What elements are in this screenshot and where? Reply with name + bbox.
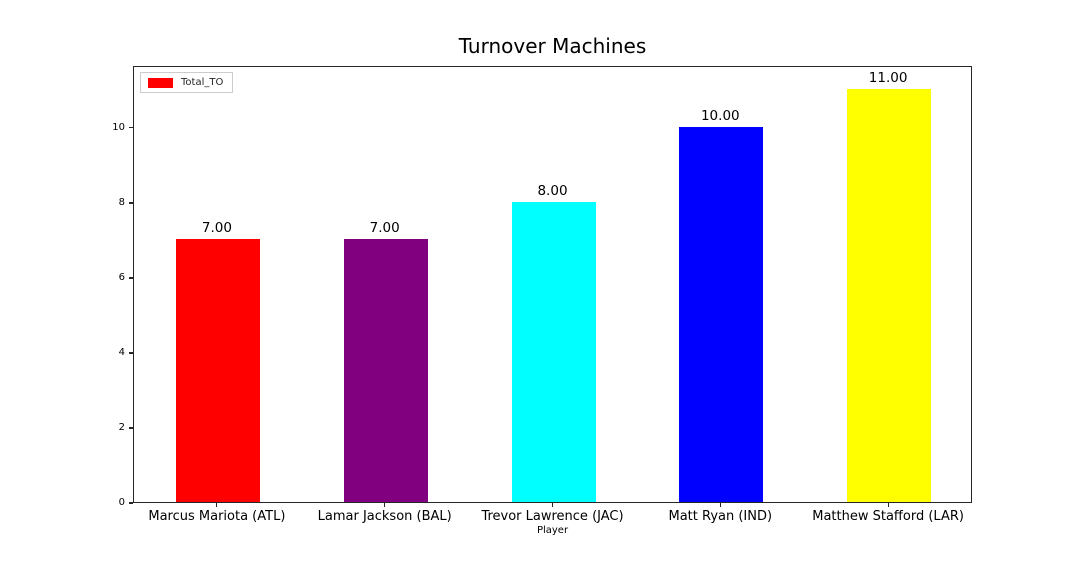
chart-title: Turnover Machines xyxy=(458,34,647,58)
x-category-label: Lamar Jackson (BAL) xyxy=(317,509,452,524)
legend: Total_TO xyxy=(140,72,234,93)
bar-1 xyxy=(175,239,260,502)
bar-2 xyxy=(343,239,428,502)
x-tick-mark xyxy=(551,503,554,507)
y-tick-mark xyxy=(129,502,133,504)
bar-5 xyxy=(847,89,932,502)
bar-value-label: 8.00 xyxy=(537,182,568,199)
y-tick-mark xyxy=(129,127,133,129)
bar-value-label: 7.00 xyxy=(201,220,232,237)
legend-series-label: Total_TO xyxy=(181,77,224,88)
x-category-label: Marcus Mariota (ATL) xyxy=(148,509,286,524)
y-tick-label: 0 xyxy=(118,497,125,508)
x-tick-mark xyxy=(216,503,218,507)
y-tick-mark xyxy=(129,277,133,279)
bar-value-label: 7.00 xyxy=(369,220,400,237)
x-tick-mark xyxy=(384,503,386,507)
bar-3 xyxy=(511,201,596,502)
x-tick-mark xyxy=(719,503,721,507)
y-tick-mark xyxy=(129,352,133,354)
x-category-label: Trevor Lawrence (JAC) xyxy=(481,509,624,524)
bar-value-label: 11.00 xyxy=(868,70,908,87)
bar-value-label: 10.00 xyxy=(700,107,740,124)
legend-color-swatch xyxy=(148,77,173,88)
x-category-label: Matthew Stafford (LAR) xyxy=(812,509,964,524)
y-tick-label: 4 xyxy=(118,346,125,358)
y-tick-label: 2 xyxy=(118,421,125,433)
y-tick-mark xyxy=(129,202,133,204)
plot-area xyxy=(133,66,972,503)
y-tick-label: 8 xyxy=(118,196,125,208)
y-tick-label: 6 xyxy=(118,271,125,283)
x-category-label: Matt Ryan (IND) xyxy=(668,509,773,524)
y-tick-label: 10 xyxy=(112,121,125,133)
x-tick-mark xyxy=(887,503,889,507)
y-tick-mark xyxy=(129,427,133,429)
bar-4 xyxy=(679,126,764,502)
x-axis-title: Player xyxy=(536,525,569,536)
